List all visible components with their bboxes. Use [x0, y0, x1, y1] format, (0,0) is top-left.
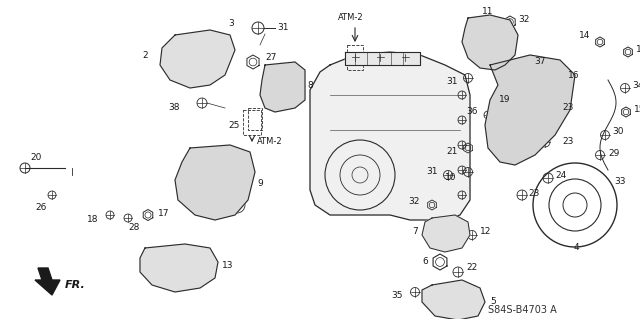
Text: 23: 23 [528, 189, 540, 197]
Text: 32: 32 [518, 16, 529, 25]
Polygon shape [310, 52, 470, 220]
Text: 31: 31 [277, 24, 289, 33]
Polygon shape [462, 15, 518, 70]
Polygon shape [422, 280, 485, 319]
Text: 34: 34 [632, 81, 640, 91]
Text: 17: 17 [158, 209, 170, 218]
Bar [347, 45, 363, 70]
Text: 23: 23 [562, 103, 573, 113]
Text: 5: 5 [490, 298, 496, 307]
Text: ATM-2: ATM-2 [257, 137, 283, 146]
Text: 12: 12 [480, 227, 492, 236]
Text: 9: 9 [257, 179, 263, 188]
Text: 26: 26 [35, 204, 46, 212]
Text: 13: 13 [222, 261, 234, 270]
Polygon shape [345, 52, 420, 65]
Text: S84S-B4703 A: S84S-B4703 A [488, 305, 557, 315]
Text: 25: 25 [228, 121, 240, 130]
Text: 15: 15 [634, 106, 640, 115]
Polygon shape [422, 215, 470, 252]
Text: 27: 27 [265, 54, 276, 63]
Text: 36: 36 [467, 108, 478, 116]
Text: 4: 4 [573, 243, 579, 253]
Polygon shape [175, 145, 255, 220]
Text: 11: 11 [483, 8, 493, 17]
Text: 3: 3 [228, 19, 234, 27]
Text: ATM-2: ATM-2 [338, 13, 364, 23]
Text: 35: 35 [392, 291, 403, 300]
Text: 22: 22 [466, 263, 477, 272]
Polygon shape [35, 268, 60, 295]
Polygon shape [140, 244, 218, 292]
Text: 37: 37 [534, 57, 546, 66]
Text: 16: 16 [568, 71, 579, 80]
Text: 18: 18 [86, 216, 98, 225]
Text: 19: 19 [499, 95, 510, 105]
Text: 30: 30 [612, 128, 623, 137]
Polygon shape [260, 62, 305, 112]
Text: 28: 28 [128, 224, 140, 233]
Text: 23: 23 [562, 137, 573, 146]
Text: 10: 10 [445, 174, 456, 182]
Bar [243, 110, 261, 135]
Text: 7: 7 [412, 227, 418, 236]
Polygon shape [160, 30, 235, 88]
Text: 1: 1 [636, 46, 640, 55]
Polygon shape [485, 55, 575, 165]
Text: 29: 29 [608, 149, 620, 158]
Text: 14: 14 [579, 31, 590, 40]
Text: 33: 33 [614, 177, 625, 187]
Text: 38: 38 [168, 103, 180, 113]
Bar [248, 108, 262, 130]
Text: 31: 31 [447, 78, 458, 86]
Text: 20: 20 [30, 153, 42, 162]
Text: 21: 21 [447, 147, 458, 157]
Text: 24: 24 [555, 170, 566, 180]
Text: 32: 32 [408, 197, 420, 206]
Text: 6: 6 [422, 257, 428, 266]
Text: 8: 8 [307, 80, 313, 90]
Text: FR.: FR. [65, 280, 86, 290]
Text: 31: 31 [426, 167, 438, 176]
Text: 2: 2 [142, 50, 148, 60]
